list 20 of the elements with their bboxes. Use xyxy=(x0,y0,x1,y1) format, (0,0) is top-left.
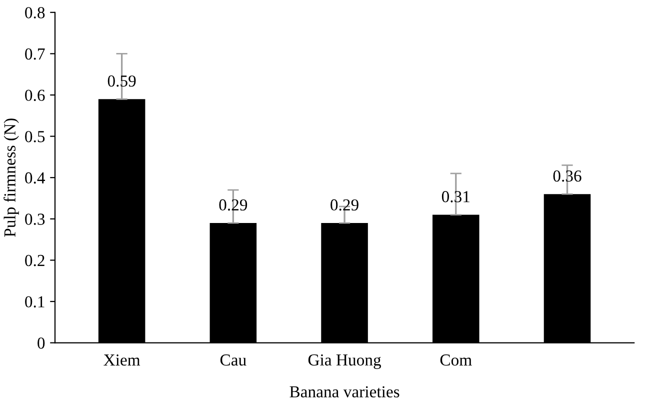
x-tick-label: Com xyxy=(440,354,472,366)
x-axis-title: Banana varieties xyxy=(290,386,400,398)
y-tick-label: 0.6 xyxy=(25,90,45,102)
x-tick-label: Gia Huong xyxy=(308,354,382,370)
y-axis-title: Pulp firmness (N) xyxy=(4,118,19,237)
y-tick-label: 0.7 xyxy=(25,48,45,60)
y-tick-label: 0.3 xyxy=(25,214,45,225)
y-tick-label: 0 xyxy=(38,337,45,349)
x-tick-label: Xiem xyxy=(104,354,140,366)
data-label: 0.31 xyxy=(442,191,470,202)
data-label: 0.59 xyxy=(108,75,136,87)
data-label: 0.29 xyxy=(330,199,358,211)
y-tick-label: 0.1 xyxy=(25,296,44,308)
data-label: 0.29 xyxy=(219,199,248,211)
y-tick-label: 0.5 xyxy=(25,130,45,142)
y-tick-label: 0.2 xyxy=(25,254,44,266)
y-tick-label: 0.8 xyxy=(25,7,45,18)
y-tick-label: 0.4 xyxy=(25,172,46,184)
x-tick-label: Cau xyxy=(220,354,246,366)
data-label: 0.36 xyxy=(553,170,582,182)
